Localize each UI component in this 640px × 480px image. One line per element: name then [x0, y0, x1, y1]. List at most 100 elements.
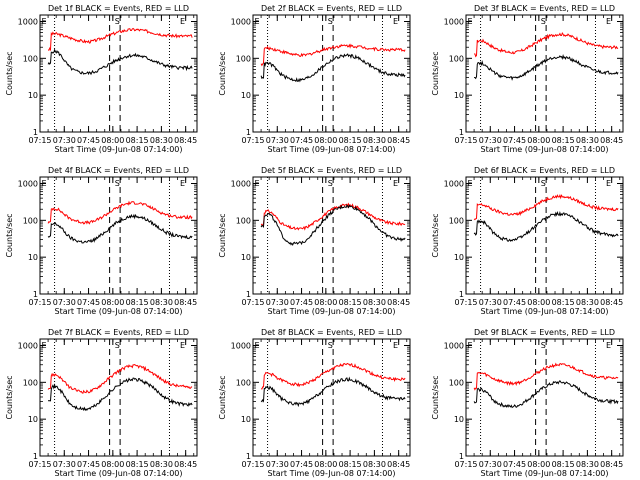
x-tick-label: 08:30	[363, 460, 386, 469]
x-tick-label: 07:30	[479, 460, 502, 469]
y-tick-label: 100	[23, 378, 38, 387]
y-tick-label: 10	[241, 91, 251, 100]
x-axis-label: Start Time (09-Jun-08 07:14:00)	[481, 307, 609, 316]
x-tick-label: 08:30	[363, 136, 386, 145]
x-tick-label: 07:15	[241, 298, 264, 307]
lld-series-line	[47, 200, 193, 225]
marker-label: E	[180, 17, 185, 26]
panel-title: Det 7f BLACK = Events, RED = LLD	[48, 328, 189, 337]
y-tick-label: 100	[23, 216, 38, 225]
x-tick-label: 07:45	[290, 460, 313, 469]
marker-label: E	[254, 179, 259, 188]
lld-series-line	[47, 364, 193, 394]
x-tick-label: 08:45	[387, 136, 410, 145]
lld-series-line	[47, 27, 193, 52]
x-tick-label: 07:15	[454, 460, 477, 469]
marker-label: E	[41, 179, 46, 188]
marker-label: E	[180, 341, 185, 350]
x-tick-label: 07:45	[503, 298, 526, 307]
plot-frame	[465, 176, 624, 295]
marker-label: E	[467, 179, 472, 188]
plot-frame	[252, 14, 411, 133]
events-series-line	[47, 48, 193, 76]
x-tick-label: 08:30	[363, 298, 386, 307]
panel-title: Det 9f BLACK = Events, RED = LLD	[474, 328, 615, 337]
x-tick-label: 08:15	[126, 298, 149, 307]
plot-frame	[39, 338, 198, 457]
events-series-line	[473, 380, 619, 409]
marker-label: E	[41, 17, 46, 26]
x-tick-label: 07:15	[28, 460, 51, 469]
x-tick-label: 08:30	[150, 460, 173, 469]
lld-series-line	[260, 202, 406, 231]
y-tick-label: 1000	[18, 17, 38, 26]
x-tick-label: 08:15	[339, 136, 362, 145]
y-axis-label: Counts/sec	[431, 375, 440, 419]
x-tick-label: 08:45	[174, 136, 197, 145]
y-tick-label: 1	[459, 452, 464, 461]
x-tick-label: 08:00	[314, 136, 337, 145]
panel-3: Det 3f BLACK = Events, RED = LLD 1 10 100 10…	[431, 4, 624, 154]
x-tick-label: 07:15	[241, 460, 264, 469]
y-tick-label: 10	[454, 91, 464, 100]
y-tick-label: 1000	[231, 341, 251, 350]
marker-label: E	[467, 341, 472, 350]
x-tick-label: 08:45	[600, 298, 623, 307]
x-tick-label: 07:15	[454, 298, 477, 307]
x-axis-label: Start Time (09-Jun-08 07:14:00)	[481, 145, 609, 154]
y-axis-label: Counts/sec	[5, 213, 14, 257]
marker-label: S	[328, 17, 333, 26]
events-series-line	[47, 213, 193, 244]
plot-frame	[39, 14, 198, 133]
y-tick-label: 10	[241, 253, 251, 262]
panel-title: Det 8f BLACK = Events, RED = LLD	[261, 328, 402, 337]
x-tick-label: 08:45	[600, 136, 623, 145]
x-tick-label: 07:15	[241, 136, 264, 145]
panel-2: Det 2f BLACK = Events, RED = LLD 1 10 100 10…	[218, 4, 411, 154]
events-series-line	[260, 376, 406, 408]
x-tick-label: 07:45	[77, 136, 100, 145]
x-tick-label: 08:45	[174, 460, 197, 469]
x-tick-label: 08:00	[527, 298, 550, 307]
x-tick-label: 08:30	[150, 136, 173, 145]
y-tick-label: 100	[449, 54, 464, 63]
y-tick-label: 1	[33, 128, 38, 137]
y-tick-label: 1000	[231, 179, 251, 188]
panel-6: Det 6f BLACK = Events, RED = LLD 1 10 100 10…	[431, 166, 624, 316]
lld-series-line	[474, 32, 619, 58]
y-tick-label: 1000	[444, 179, 464, 188]
lld-series-line	[473, 194, 619, 221]
x-tick-label: 08:15	[552, 136, 575, 145]
x-tick-label: 07:30	[266, 298, 289, 307]
y-tick-label: 1	[246, 128, 251, 137]
panel-8: Det 8f BLACK = Events, RED = LLD 1 10 100 10…	[218, 328, 411, 478]
x-axis-label: Start Time (09-Jun-08 07:14:00)	[481, 469, 609, 478]
lld-series-line	[260, 43, 406, 67]
plot-frame	[465, 338, 624, 457]
panel-1: Det 1f BLACK = Events, RED = LLD 1 10 100 10…	[5, 4, 198, 154]
marker-label: E	[393, 341, 398, 350]
y-tick-label: 1000	[231, 17, 251, 26]
events-series-line	[48, 377, 193, 412]
x-tick-label: 07:45	[290, 136, 313, 145]
marker-label: E	[254, 17, 259, 26]
x-tick-label: 08:30	[150, 298, 173, 307]
panel-title: Det 4f BLACK = Events, RED = LLD	[48, 166, 189, 175]
y-axis-label: Counts/sec	[218, 51, 227, 95]
y-axis-label: Counts/sec	[218, 213, 227, 257]
y-axis-label: Counts/sec	[431, 51, 440, 95]
x-tick-label: 08:45	[387, 298, 410, 307]
x-tick-label: 08:30	[576, 460, 599, 469]
panel-title: Det 3f BLACK = Events, RED = LLD	[474, 4, 615, 13]
y-tick-label: 100	[236, 216, 251, 225]
lld-series-line	[260, 362, 406, 390]
panel-title: Det 5f BLACK = Events, RED = LLD	[261, 166, 402, 175]
marker-label: E	[393, 179, 398, 188]
y-tick-label: 10	[28, 415, 38, 424]
x-tick-label: 08:00	[314, 298, 337, 307]
marker-label: E	[180, 179, 185, 188]
marker-label: E	[467, 17, 472, 26]
y-tick-label: 100	[236, 54, 251, 63]
x-tick-label: 07:15	[454, 136, 477, 145]
